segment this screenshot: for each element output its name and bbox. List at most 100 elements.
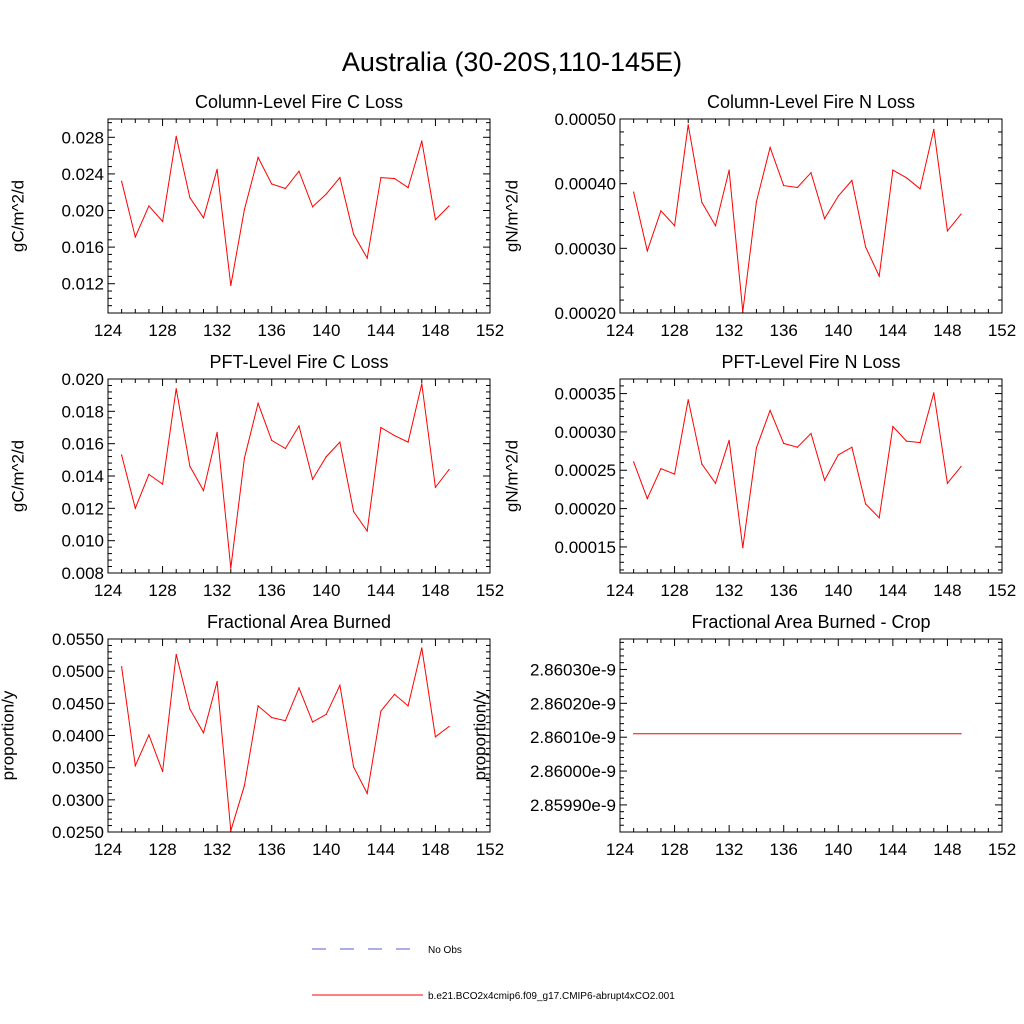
data-point bbox=[325, 713, 327, 715]
data-point bbox=[960, 213, 962, 215]
data-point bbox=[175, 653, 177, 656]
data-point bbox=[796, 186, 798, 189]
x-tick-label: 152 bbox=[988, 581, 1016, 600]
plot-frame bbox=[107, 118, 491, 314]
data-point bbox=[312, 478, 314, 480]
x-tick-label: 128 bbox=[660, 581, 688, 600]
x-tick-label: 144 bbox=[879, 840, 907, 859]
x-tick-label: 136 bbox=[770, 840, 798, 859]
data-point bbox=[243, 208, 246, 211]
data-point bbox=[796, 446, 798, 448]
x-tick-label: 140 bbox=[312, 321, 340, 340]
data-point bbox=[257, 156, 259, 159]
data-point bbox=[878, 517, 880, 519]
x-tick-label: 144 bbox=[367, 840, 395, 859]
x-tick-label: 128 bbox=[660, 321, 688, 340]
data-point bbox=[646, 250, 648, 252]
x-tick-label: 148 bbox=[421, 321, 449, 340]
data-point bbox=[352, 233, 355, 235]
x-tick-label: 144 bbox=[879, 321, 907, 340]
data-point bbox=[366, 530, 368, 532]
x-tick-label: 132 bbox=[715, 840, 743, 859]
data-point bbox=[892, 169, 894, 171]
data-point bbox=[783, 442, 785, 445]
panel-1: Column-Level Fire C Loss 124 128 132 136 140 1… bbox=[9, 92, 505, 340]
y-tick-label: 0.016 bbox=[61, 238, 104, 257]
data-point bbox=[393, 434, 396, 437]
data-point bbox=[434, 486, 437, 488]
y-tick-label: 0.00025 bbox=[555, 461, 616, 480]
data-point bbox=[837, 454, 839, 456]
data-point bbox=[960, 733, 962, 735]
data-point bbox=[271, 716, 273, 719]
x-tick-label: 144 bbox=[879, 581, 907, 600]
data-point bbox=[189, 465, 191, 467]
x-tick-label: 148 bbox=[933, 581, 961, 600]
legend-label-no-obs: No Obs bbox=[428, 945, 462, 956]
data-point bbox=[284, 720, 286, 722]
x-tick-label: 140 bbox=[824, 840, 852, 859]
data-point bbox=[421, 647, 423, 649]
x-tick-label: 132 bbox=[203, 840, 231, 859]
y-tick-label: 2.86010e-9 bbox=[530, 728, 616, 747]
y-axis-label: gN/m^2/d bbox=[503, 180, 522, 252]
data-point bbox=[339, 441, 341, 443]
y-tick-label: 0.012 bbox=[61, 275, 104, 294]
data-point bbox=[633, 461, 635, 463]
data-point bbox=[298, 425, 300, 427]
data-point bbox=[960, 465, 962, 468]
data-point bbox=[742, 547, 744, 549]
y-tick-label: 0.0350 bbox=[52, 759, 104, 778]
plot-frame bbox=[619, 118, 1003, 314]
data-point bbox=[769, 409, 771, 412]
data-point bbox=[366, 792, 368, 795]
data-point bbox=[202, 489, 205, 492]
data-point bbox=[380, 176, 382, 179]
y-tick-label: 0.00030 bbox=[555, 239, 616, 258]
data-point bbox=[646, 498, 648, 500]
plot-frame bbox=[619, 378, 1003, 574]
y-tick-label: 0.0500 bbox=[52, 662, 104, 681]
x-tick-label: 140 bbox=[312, 581, 340, 600]
data-point bbox=[714, 225, 717, 227]
panel-title: Column-Level Fire C Loss bbox=[195, 92, 403, 112]
data-point bbox=[434, 219, 437, 221]
x-tick-label: 152 bbox=[988, 840, 1016, 859]
y-tick-label: 0.00035 bbox=[555, 385, 616, 404]
data-point bbox=[216, 168, 218, 170]
panel-title: Column-Level Fire N Loss bbox=[707, 92, 915, 112]
data-point bbox=[134, 765, 136, 767]
y-tick-label: 0.00020 bbox=[555, 500, 616, 519]
data-point bbox=[878, 275, 880, 277]
figure-title: Australia (30-20S,110-145E) bbox=[342, 47, 682, 77]
data-point bbox=[393, 693, 396, 695]
x-tick-label: 148 bbox=[421, 840, 449, 859]
data-point bbox=[325, 456, 327, 458]
data-point bbox=[728, 169, 730, 171]
y-tick-label: 2.86000e-9 bbox=[530, 762, 616, 781]
y-axis-label: gC/m^2/d bbox=[9, 180, 28, 252]
data-point bbox=[202, 217, 205, 219]
data-point bbox=[434, 736, 437, 738]
data-point bbox=[851, 446, 853, 448]
data-point bbox=[824, 217, 826, 220]
data-point bbox=[134, 236, 136, 238]
x-tick-label: 152 bbox=[476, 840, 504, 859]
x-tick-label: 136 bbox=[770, 321, 798, 340]
data-point bbox=[257, 705, 259, 707]
data-point bbox=[673, 473, 676, 475]
data-point bbox=[892, 425, 894, 428]
data-point bbox=[230, 830, 232, 832]
data-point bbox=[175, 388, 177, 390]
data-point bbox=[189, 197, 191, 199]
data-point bbox=[905, 440, 908, 442]
panel-5: Fractional Area Burned 124 128 132 136 140 144… bbox=[0, 612, 504, 859]
panel-title: PFT-Level Fire N Loss bbox=[721, 352, 900, 372]
data-point bbox=[905, 177, 908, 179]
data-point bbox=[810, 432, 812, 435]
x-tick-label: 136 bbox=[258, 321, 286, 340]
series-line bbox=[633, 124, 962, 312]
data-point bbox=[352, 510, 355, 513]
plot-frame bbox=[619, 638, 1003, 833]
